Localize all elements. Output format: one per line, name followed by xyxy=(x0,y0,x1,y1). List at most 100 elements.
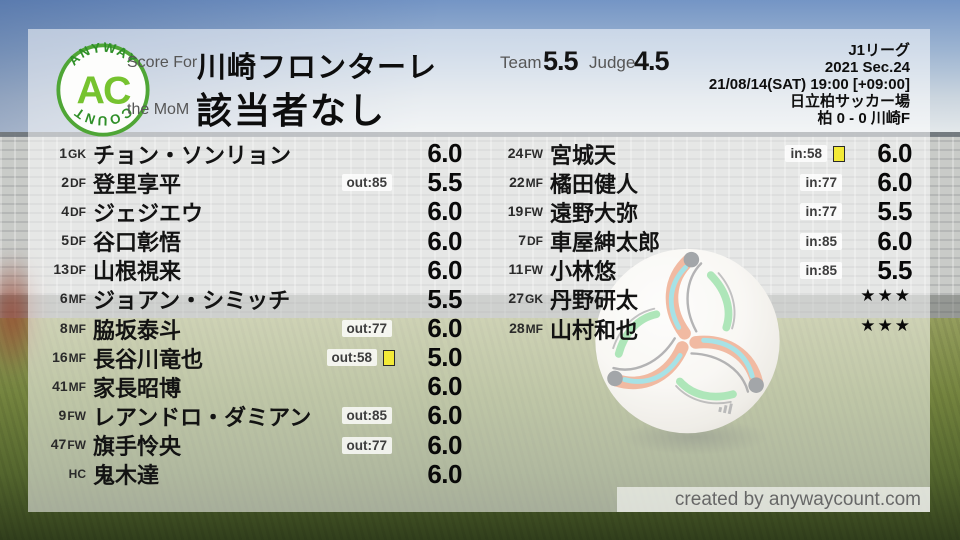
player-number: 47 xyxy=(50,436,67,453)
player-number-position: 27GK xyxy=(497,290,543,308)
player-number: 2 xyxy=(61,173,69,190)
player-row: 8MF 脇坂泰斗 out:77 6.0 xyxy=(40,313,463,344)
player-number: 22 xyxy=(509,173,525,190)
player-number-position: 41MF xyxy=(40,378,86,396)
substitution-badge: out:77 xyxy=(341,320,392,338)
player-number: 24 xyxy=(507,144,524,161)
player-rating: 6.0 xyxy=(877,167,912,198)
substitution-badge: in:77 xyxy=(800,174,842,192)
player-name: 丹野研太 xyxy=(550,288,639,314)
judge-score-label: Judge xyxy=(589,53,636,72)
player-name: 登里享平 xyxy=(93,171,182,197)
team-score-label: Team xyxy=(500,53,542,72)
player-list-starting: 1GK チョン・ソンリョン 6.0 2DF 登里享平 out:85 5.5 4D… xyxy=(40,138,463,489)
player-number-position: 9FW xyxy=(40,407,86,425)
player-row: 5DF 谷口彰悟 6.0 xyxy=(40,226,462,256)
player-rating: ★★★ xyxy=(860,286,912,306)
player-name: 小林悠 xyxy=(550,259,617,285)
final-score: 柏 0 - 0 川崎F xyxy=(817,110,910,127)
player-name: ジョアン・シミッチ xyxy=(93,288,291,314)
player-rating: 5.5 xyxy=(877,254,912,285)
player-row: 4DF ジェジエウ 6.0 xyxy=(40,196,462,227)
player-number: 11 xyxy=(508,261,524,278)
player-number-position: 1GK xyxy=(40,145,86,163)
player-list-subs: 24FW 宮城天 in:58 6.0 22MF 橘田健人 in:77 6.0 1… xyxy=(497,138,913,343)
player-name: 旗手怜央 xyxy=(93,434,182,460)
player-name: 長谷川竜也 xyxy=(93,346,204,372)
player-row: 7DF 車屋紳太郎 in:85 6.0 xyxy=(497,225,912,256)
player-number-position: 7DF xyxy=(497,232,543,250)
player-name: 山根視来 xyxy=(93,259,182,285)
team-name: 川崎フロンターレ xyxy=(197,52,438,84)
player-rating: 6.0 xyxy=(427,196,462,227)
player-rating: 5.5 xyxy=(877,196,912,227)
substitution-badge: out:85 xyxy=(341,407,392,425)
player-row: 24FW 宮城天 in:58 6.0 xyxy=(497,138,913,168)
match-datetime: 21/08/14(SAT) 19:00 [+09:00] xyxy=(708,76,910,93)
player-name: 家長昭博 xyxy=(93,375,182,401)
player-position: DF xyxy=(70,204,86,219)
player-number: 16 xyxy=(52,348,68,365)
yellow-card-icon xyxy=(833,145,845,162)
player-position: FW xyxy=(524,263,543,278)
player-number-position: 11FW xyxy=(497,261,543,279)
player-number: 13 xyxy=(53,261,69,278)
player-name: 鬼木達 xyxy=(93,463,160,489)
substitution-badge: out:58 xyxy=(326,349,377,367)
player-position: MF xyxy=(68,292,86,307)
substitution-badge: in:58 xyxy=(785,145,827,163)
player-position: MF xyxy=(68,321,86,336)
player-number: 6 xyxy=(59,290,68,307)
player-rating: 6.0 xyxy=(427,313,462,344)
player-number: 5 xyxy=(61,232,69,249)
player-number-position: 22MF xyxy=(497,174,543,192)
player-position: FW xyxy=(67,438,86,453)
mom-name: 該当者なし xyxy=(196,90,387,131)
anywaycount-logo: ANYWAY COUNT AC xyxy=(56,42,150,137)
player-rating: 6.0 xyxy=(427,458,462,489)
player-number: 27 xyxy=(508,290,524,307)
player-name: レアンドロ・ダミアン xyxy=(93,404,312,430)
league-name: J1リーグ xyxy=(848,42,910,59)
player-name: 車屋紳太郎 xyxy=(550,230,661,256)
player-rating: 6.0 xyxy=(427,371,462,402)
substitution-badge: in:85 xyxy=(800,261,842,279)
player-rating: 6.0 xyxy=(427,254,462,285)
player-number: 7 xyxy=(518,232,526,249)
player-rating: 5.5 xyxy=(427,283,462,314)
substitution-badge: in:85 xyxy=(800,232,842,250)
player-name: 宮城天 xyxy=(550,142,617,168)
player-row: 22MF 橘田健人 in:77 6.0 xyxy=(497,167,912,198)
judge-score-value: 4.5 xyxy=(634,46,670,76)
player-name: 山村和也 xyxy=(550,317,639,343)
match-info: J1リーグ 2021 Sec.24 21/08/14(SAT) 19:00 [+… xyxy=(709,42,910,127)
player-row: 16MF 長谷川竜也 out:58 5.0 xyxy=(40,342,462,373)
player-number: 8 xyxy=(59,319,68,336)
player-position: HC xyxy=(68,467,86,482)
substitution-badge: out:85 xyxy=(341,174,392,192)
player-number: 41 xyxy=(52,377,68,394)
player-rating: 6.0 xyxy=(427,400,462,431)
player-position: DF xyxy=(70,263,86,278)
player-row: 28MF 山村和也 ★★★ xyxy=(497,314,912,343)
venue-name: 日立柏サッカー場 xyxy=(789,93,910,110)
player-position: DF xyxy=(527,234,543,249)
player-row: 2DF 登里享平 out:85 5.5 xyxy=(40,167,462,197)
player-row: 11FW 小林悠 in:85 5.5 xyxy=(497,254,913,285)
translucent-panel xyxy=(28,29,930,512)
player-number-position: 4DF xyxy=(40,203,86,221)
player-number-position: HC xyxy=(40,465,86,483)
player-number-position: 8MF xyxy=(40,320,86,338)
player-position: DF xyxy=(70,175,86,190)
player-number-position: 16MF xyxy=(40,349,86,367)
player-rating: 5.0 xyxy=(427,342,462,373)
player-position: FW xyxy=(524,204,543,219)
player-row: 1GK チョン・ソンリョン 6.0 xyxy=(40,138,462,168)
player-name: 橘田健人 xyxy=(550,171,639,197)
player-name: チョン・ソンリョン xyxy=(93,142,292,168)
player-row: 9FW レアンドロ・ダミアン out:85 6.0 xyxy=(40,400,463,431)
mom-label: the MoM xyxy=(127,101,190,118)
player-rating: 6.0 xyxy=(877,225,912,256)
player-name: ジェジエウ xyxy=(93,200,204,226)
